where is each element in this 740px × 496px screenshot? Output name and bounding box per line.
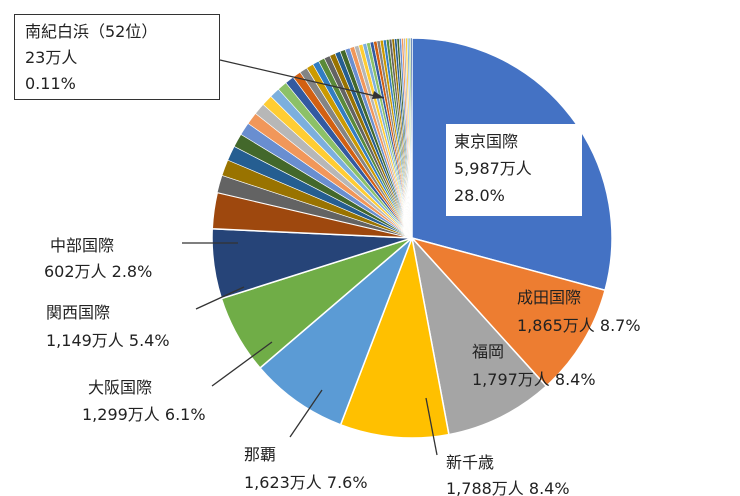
label-naha-name: 那覇 xyxy=(244,445,276,464)
label-fukuoka-value: 1,797万人 8.4% xyxy=(472,370,596,389)
label-naha-value: 1,623万人 7.6% xyxy=(244,473,368,492)
pie-slice-4 xyxy=(339,235,450,439)
leader-line-osaka xyxy=(211,341,273,387)
pie-slice-3 xyxy=(410,235,548,436)
pie-slice-other-43 xyxy=(410,37,413,239)
label-kansai-name: 関西国際 xyxy=(46,303,110,322)
callout-value: 23万人 xyxy=(25,48,78,67)
label-tokyo-value: 5,987万人 xyxy=(454,159,532,178)
label-tokyo: 東京国際 5,987万人 28.0% xyxy=(446,124,582,216)
label-fukuoka-name: 福岡 xyxy=(472,342,504,361)
label-osaka-value: 1,299万人 6.1% xyxy=(82,405,206,424)
label-shinchitose-value: 1,788万人 8.4% xyxy=(446,479,570,496)
label-kansai-value: 1,149万人 5.4% xyxy=(46,331,170,350)
pie-slice-5 xyxy=(258,237,413,426)
label-narita-value: 1,865万人 8.7% xyxy=(517,316,641,335)
label-shinchitose-name: 新千歳 xyxy=(446,453,494,472)
label-tokyo-percent: 28.0% xyxy=(454,186,505,205)
leader-arrowhead xyxy=(372,91,384,99)
label-chubu-value: 602万人 2.8% xyxy=(44,262,152,281)
callout-title: 南紀白浜（52位） xyxy=(25,22,158,41)
label-osaka-name: 大阪国際 xyxy=(88,378,152,397)
pie-slice-2 xyxy=(409,236,606,388)
leader-line-shinchitose xyxy=(425,397,438,456)
callout-percent: 0.11% xyxy=(25,74,76,93)
leader-line-nanki xyxy=(219,59,385,99)
leader-lines xyxy=(182,59,438,456)
leader-line-naha xyxy=(289,389,323,438)
label-tokyo-name: 東京国際 xyxy=(454,132,519,151)
label-narita-name: 成田国際 xyxy=(517,288,581,307)
callout-nanki-shirahama: 南紀白浜（52位） 23万人 0.11% xyxy=(14,14,220,100)
label-chubu-name: 中部国際 xyxy=(50,236,114,255)
leader-line-kansai xyxy=(195,286,245,310)
pie-slices xyxy=(211,37,613,439)
